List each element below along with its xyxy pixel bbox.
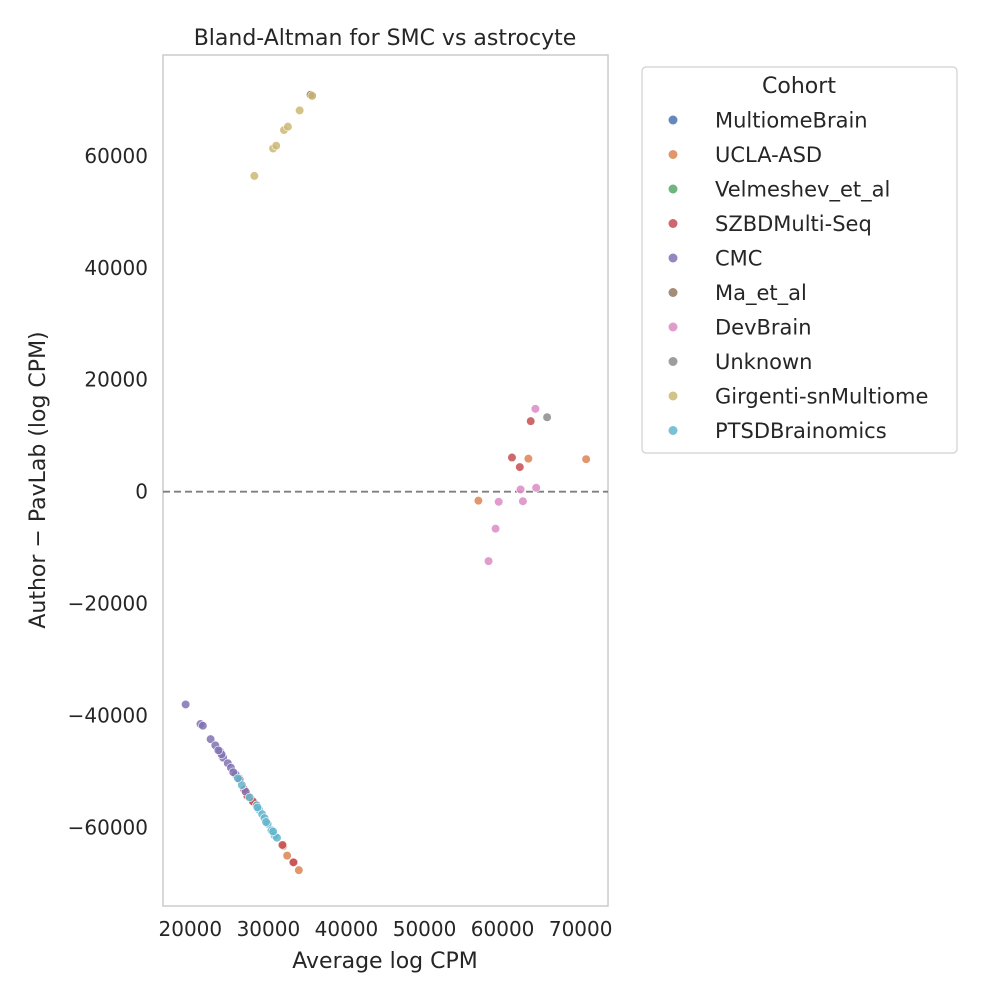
- legend-label: SZBDMulti-Seq: [715, 212, 872, 236]
- legend-marker: [668, 288, 678, 297]
- data-point-devbrain-3: [515, 484, 526, 495]
- x-tick-label: 20000: [159, 917, 223, 941]
- legend-item-multiomebrain: MultiomeBrain: [668, 109, 868, 133]
- x-tick-label: 50000: [393, 917, 457, 941]
- legend-item-ucla-asd: UCLA-ASD: [668, 143, 822, 167]
- legend-label: DevBrain: [715, 316, 812, 340]
- legend-item-cmc: CMC: [668, 247, 762, 271]
- data-point-szbdmulti-seq-7: [288, 857, 298, 867]
- legend-title: Cohort: [762, 74, 836, 99]
- data-point-ucla-asd-3: [581, 454, 591, 464]
- x-axis-label: Average log CPM: [292, 949, 477, 974]
- y-tick-label: −60000: [68, 816, 148, 840]
- data-point-cmc-4: [206, 734, 216, 744]
- data-points-layer: [181, 90, 591, 875]
- legend-item-velmeshev-et-al: Velmeshev_et_al: [668, 178, 890, 203]
- data-point-unknown-1: [542, 412, 552, 422]
- y-tick-label: 20000: [84, 368, 148, 392]
- data-point-ucla-asd-1: [473, 496, 484, 506]
- legend-label: CMC: [715, 247, 762, 271]
- y-tick-label: −20000: [68, 592, 148, 616]
- chart-title: Bland-Altman for SMC vs astrocyte: [194, 26, 577, 51]
- data-point-girgenti-snmultiome-5: [283, 122, 293, 132]
- data-point-girgenti-snmultiome-3: [271, 141, 281, 151]
- legend-marker: [668, 322, 678, 332]
- data-point-ptsdbrainomics-12: [252, 802, 263, 813]
- data-point-devbrain-2: [531, 483, 541, 493]
- y-tick-label: 60000: [84, 144, 148, 168]
- data-point-cmc-13: [213, 745, 224, 755]
- legend-label: UCLA-ASD: [715, 143, 822, 167]
- data-point-ptsdbrainomics-11: [233, 773, 243, 783]
- x-tick-label: 40000: [315, 917, 379, 941]
- legend-label: MultiomeBrain: [715, 109, 868, 133]
- data-point-szbdmulti-seq-1: [507, 452, 517, 463]
- legend-item-devbrain: DevBrain: [668, 316, 812, 340]
- data-point-cmc-1: [181, 699, 191, 710]
- data-point-ptsdbrainomics-2: [245, 792, 255, 802]
- legend-entries: MultiomeBrain UCLA-ASD Velmeshev_et_al SZBD…: [668, 109, 928, 443]
- data-point-cmc-14: [228, 767, 238, 777]
- legend-item-szbdmulti-seq: SZBDMulti-Seq: [668, 212, 872, 236]
- data-point-ucla-asd-6: [282, 851, 292, 861]
- data-point-devbrain-1: [530, 404, 540, 414]
- legend-label: Velmeshev_et_al: [715, 178, 890, 203]
- legend-item-unknown: Unknown: [668, 350, 812, 374]
- y-tick-label: 0: [135, 480, 148, 504]
- data-point-devbrain-6: [490, 524, 501, 534]
- data-point-ucla-asd-2: [523, 454, 533, 464]
- legend-marker: [668, 184, 678, 194]
- x-tick-label: 30000: [237, 917, 301, 941]
- data-point-girgenti-snmultiome-6: [295, 105, 305, 116]
- y-tick-label: 40000: [84, 256, 148, 280]
- plot-area: [162, 54, 609, 907]
- data-point-ptsdbrainomics-14: [268, 826, 278, 837]
- x-tick-label: 60000: [471, 917, 535, 941]
- legend-label: PTSDBrainomics: [715, 419, 887, 443]
- y-axis-ticks: −60000 −40000 −20000 0 20000 40000 60000: [68, 144, 148, 840]
- legend-marker: [668, 357, 678, 366]
- legend-label: Girgenti-snMultiome: [715, 385, 928, 409]
- y-tick-label: −40000: [68, 704, 148, 728]
- data-point-cmc-3: [198, 721, 208, 731]
- x-tick-label: 70000: [549, 917, 613, 941]
- x-axis-ticks: 20000 30000 40000 50000 60000 70000: [159, 917, 613, 941]
- legend-item-ptsdbrainomics: PTSDBrainomics: [668, 419, 887, 443]
- data-point-girgenti-snmultiome-7: [307, 91, 317, 101]
- legend-label: Unknown: [715, 350, 812, 374]
- data-point-girgenti-snmultiome-1: [249, 171, 259, 181]
- data-point-devbrain-5: [494, 497, 504, 507]
- legend-item-girgenti-snmultiome: Girgenti-snMultiome: [668, 385, 928, 409]
- data-point-ptsdbrainomics-13: [261, 817, 271, 827]
- legend-item-ma-et-al: Ma_et_al: [668, 281, 807, 306]
- legend-marker: [668, 115, 678, 125]
- legend-marker: [668, 253, 678, 263]
- legend: Cohort MultiomeBrain UCLA-ASD Velmeshev_et…: [641, 66, 958, 454]
- legend-label: Ma_et_al: [715, 281, 807, 306]
- legend-marker: [668, 426, 678, 435]
- legend-marker: [668, 391, 678, 401]
- data-point-devbrain-4: [518, 496, 528, 506]
- legend-marker: [668, 150, 678, 159]
- data-point-ucla-asd-8: [294, 865, 304, 875]
- legend-marker: [668, 219, 678, 228]
- y-axis-label: Author − PavLab (log CPM): [26, 331, 51, 628]
- data-point-szbdmulti-seq-2: [515, 462, 525, 472]
- legend-box: [641, 66, 958, 454]
- data-point-szbdmulti-seq-3: [526, 416, 536, 426]
- data-point-szbdmulti-seq-6: [277, 840, 288, 850]
- data-point-devbrain-7: [483, 556, 494, 566]
